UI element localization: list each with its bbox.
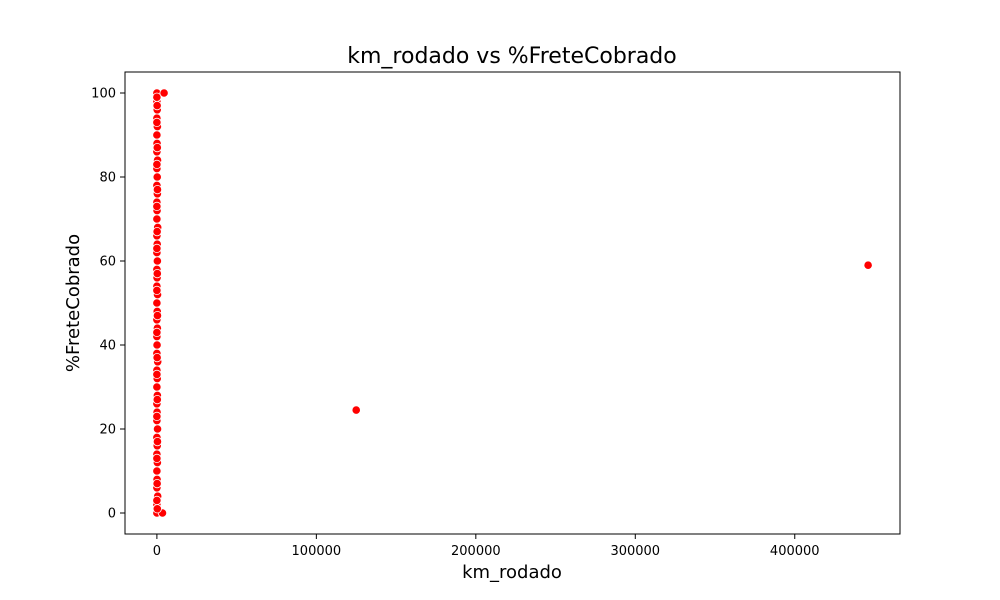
data-point: [152, 478, 162, 489]
data-point: [152, 92, 162, 102]
y-tick-label: 0: [108, 507, 116, 522]
data-point: [152, 243, 162, 253]
data-point: [152, 352, 162, 363]
data-points: [152, 88, 873, 518]
data-point: [152, 256, 162, 266]
data-point: [152, 382, 162, 392]
y-axis-label: %FreteCobrado: [63, 234, 84, 372]
data-point: [152, 214, 162, 224]
data-point: [152, 130, 162, 140]
x-tick-label: 300000: [610, 544, 660, 559]
data-point: [152, 495, 162, 505]
data-point: [152, 310, 163, 321]
y-tick-label: 100: [91, 87, 116, 102]
data-point: [152, 466, 162, 476]
data-point: [152, 411, 162, 421]
data-point: [152, 340, 162, 350]
x-tick-label: 200000: [451, 544, 501, 559]
data-point: [152, 453, 162, 463]
data-point: [152, 424, 163, 434]
y-tick-label: 80: [99, 171, 116, 186]
y-axis: 0 20 40 60 80 100: [91, 87, 125, 522]
data-point: [152, 185, 163, 195]
data-point: [152, 298, 162, 308]
data-point: [152, 159, 162, 169]
plot-area: [124, 71, 901, 535]
data-point: [152, 436, 163, 447]
data-point: [152, 369, 162, 379]
x-axis: 0 100000 200000 300000 400000: [153, 534, 820, 559]
data-point: [152, 227, 162, 237]
chart-title: km_rodado vs %FreteCobrado: [347, 44, 676, 69]
y-tick-label: 20: [99, 423, 116, 438]
data-point: [152, 172, 162, 182]
data-point: [152, 201, 162, 211]
data-point: [152, 394, 162, 405]
data-point: [351, 405, 361, 415]
data-point: [152, 268, 162, 279]
y-tick-label: 40: [99, 339, 116, 354]
data-point: [159, 88, 169, 98]
data-point: [152, 117, 162, 128]
data-point: [152, 101, 162, 111]
y-tick-label: 60: [99, 255, 116, 270]
data-point: [152, 143, 162, 153]
x-axis-label: km_rodado: [462, 562, 562, 583]
data-point: [863, 260, 873, 270]
x-tick-label: 400000: [770, 544, 820, 559]
data-point: [152, 504, 162, 514]
data-point: [152, 327, 162, 337]
x-tick-label: 100000: [292, 544, 342, 559]
data-point: [152, 285, 162, 295]
x-tick-label: 0: [153, 544, 161, 559]
